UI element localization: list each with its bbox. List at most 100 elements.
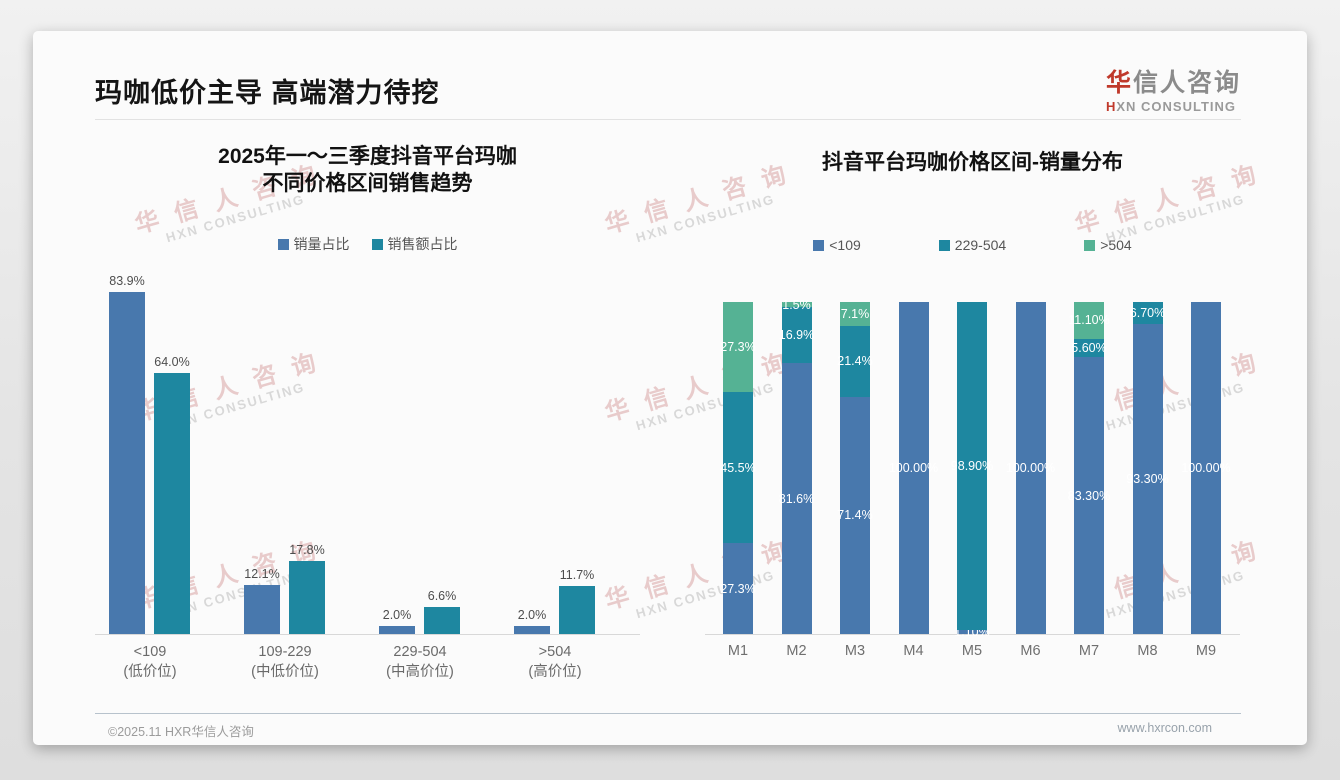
legend-label: <109 [829, 237, 861, 253]
legend-color-chip [277, 238, 289, 250]
x-axis-label-range: >504 [538, 644, 572, 660]
x-axis-label: 229-504 (中高价位) [350, 643, 490, 682]
x-axis-label: M1 [727, 643, 749, 659]
segment-value-label: 11.10% [1068, 313, 1110, 328]
legend-item: 销量占比 [277, 234, 350, 254]
x-axis-label-range: 109-229 [258, 644, 312, 660]
bar-group: 12.1% 17.8% [244, 543, 325, 634]
bar-wrap: 12.1% [244, 567, 280, 634]
stacked-segment: 93.30% [1126, 324, 1169, 634]
stacked-segment: 27.3% [720, 301, 756, 393]
bar [244, 584, 280, 634]
bar-value-label: 12.1% [244, 566, 280, 581]
stacked-bar: 100.00% M4 [889, 302, 938, 659]
bar-group: 2.0% 6.6% [379, 589, 460, 634]
x-axis-label: M6 [1020, 643, 1041, 659]
stacked-bar: 93.30% 6.70% M8 [1126, 302, 1169, 659]
segment-value-label: 5.60% [1071, 341, 1107, 356]
x-axis-label: M8 [1137, 643, 1158, 659]
bar-value-label: 2.0% [517, 607, 547, 622]
bar-group: 2.0% 11.7% [514, 568, 595, 634]
stacked-segment: 81.6% [778, 363, 815, 634]
header-divider [95, 119, 1241, 120]
bar [514, 625, 550, 634]
x-axis-label: M3 [844, 643, 866, 659]
legend-color-chip [938, 239, 950, 251]
logo-cn: 华信人咨询 [1106, 63, 1241, 99]
bar [379, 625, 415, 634]
bar-wrap: 11.7% [559, 568, 595, 634]
bar-value-label: 6.6% [427, 589, 457, 604]
segment-value-label: 27.3% [720, 340, 756, 354]
left-chart-legend: 销量占比 销售额占比 [95, 234, 640, 254]
legend-label: >504 [1100, 237, 1132, 253]
x-axis-label: M9 [1195, 643, 1217, 659]
legend-item: 229-504 [938, 237, 1007, 253]
segment-value-label: 100.00% [1005, 461, 1056, 475]
bar-value-label: 2.0% [382, 607, 412, 622]
stacked-bar: 27.3% 45.5% 27.3% M1 [720, 301, 756, 659]
logo-cn-accent: 华 [1105, 69, 1133, 97]
stacked-segment: 1.10% [954, 625, 989, 639]
legend-label: 销量占比 [293, 236, 350, 252]
footer-copyright: ©2025.11 HXR华信人咨询 [108, 725, 254, 739]
bar [109, 291, 145, 634]
legend-label: 销售额占比 [387, 236, 458, 252]
segment-value-label: 7.1% [840, 307, 870, 322]
stacked-segment: 5.60% [1071, 338, 1107, 358]
page-title: 玛咖低价主导 高端潜力待挖 [95, 78, 440, 108]
segment-value-label: 100.00% [888, 461, 939, 475]
legend-item: <109 [813, 237, 861, 253]
segment-value-label: 100.00% [1181, 461, 1231, 475]
x-axis-label: M7 [1078, 643, 1100, 659]
segment-value-label: 93.30% [1126, 472, 1169, 487]
left-chart-x-axis: <109 (低价位) 109-229 (中低价位) 229-504 (中高价位) >504 (… [95, 643, 640, 683]
legend-color-chip [1084, 239, 1096, 251]
left-chart-title: 2025年一～三季度抖音平台玛咖 不同价格区间销售趋势 [95, 143, 640, 198]
x-axis-label: 109-229 (中低价位) [215, 643, 355, 682]
footer-divider [95, 713, 1241, 714]
stacked-bar: 81.6% 16.9% 1.5% M2 [778, 298, 815, 660]
bar-wrap: 6.6% [424, 589, 460, 634]
left-chart-title-line2: 不同价格区间销售趋势 [262, 172, 473, 196]
legend-label: 229-504 [954, 237, 1007, 253]
bar [559, 586, 595, 634]
bar-group: 83.9% 64.0% [109, 274, 190, 634]
bar [154, 372, 190, 634]
slide-card: 华 信 人 咨 询 HXN CONSULTING 华 信 人 咨 询 HXN CONS… [33, 31, 1307, 745]
legend-item: 销售额占比 [371, 234, 458, 254]
bar-value-label: 11.7% [559, 568, 595, 583]
legend-color-chip [371, 238, 383, 250]
left-chart-plot: 83.9% 64.0% 12.1% 17.8% 2.0% 6.6% 2.0% 11.7% [95, 227, 640, 635]
bar-wrap: 64.0% [154, 355, 190, 634]
stacked-segment: 16.9% [779, 307, 814, 364]
stacked-segment: 6.70% [1130, 302, 1165, 325]
segment-value-label: 71.4% [837, 508, 873, 523]
x-axis-label-tier: (中低价位) [251, 663, 319, 680]
bar-wrap: 2.0% [514, 608, 550, 634]
bar-value-label: 17.8% [289, 543, 325, 558]
segment-value-label: 21.4% [837, 354, 873, 369]
logo-cn-rest: 信人咨询 [1132, 69, 1241, 97]
stacked-segment: 98.90% [951, 302, 993, 631]
logo-en-accent: H [1105, 99, 1117, 114]
x-axis-label: M4 [903, 643, 924, 659]
bar-value-label: 64.0% [154, 354, 190, 369]
footer-website: www.hxrcon.com [1117, 721, 1212, 735]
x-axis-label-tier: (低价位) [123, 663, 177, 680]
segment-value-label: 81.6% [778, 491, 815, 506]
stacked-bar: 100.00% M6 [1006, 302, 1055, 659]
logo-en-rest: XN CONSULTING [1116, 99, 1237, 114]
x-axis-label: <109 (低价位) [80, 643, 220, 682]
bar-wrap: 83.9% [109, 274, 145, 634]
stacked-segment: 7.1% [840, 302, 870, 326]
bar-wrap: 2.0% [379, 608, 415, 634]
stacked-segment: 27.3% [720, 543, 756, 634]
stacked-segment: 83.30% [1068, 357, 1110, 634]
segment-value-label: 45.5% [720, 460, 756, 475]
stacked-bar: 1.10% 98.90% M5 [951, 302, 993, 659]
right-chart-legend: <109 229-504 >504 [700, 237, 1245, 253]
x-axis-label: M5 [961, 643, 983, 659]
stacked-segment: 100.00% [889, 302, 938, 634]
x-axis-label-tier: (中高价位) [386, 663, 454, 680]
